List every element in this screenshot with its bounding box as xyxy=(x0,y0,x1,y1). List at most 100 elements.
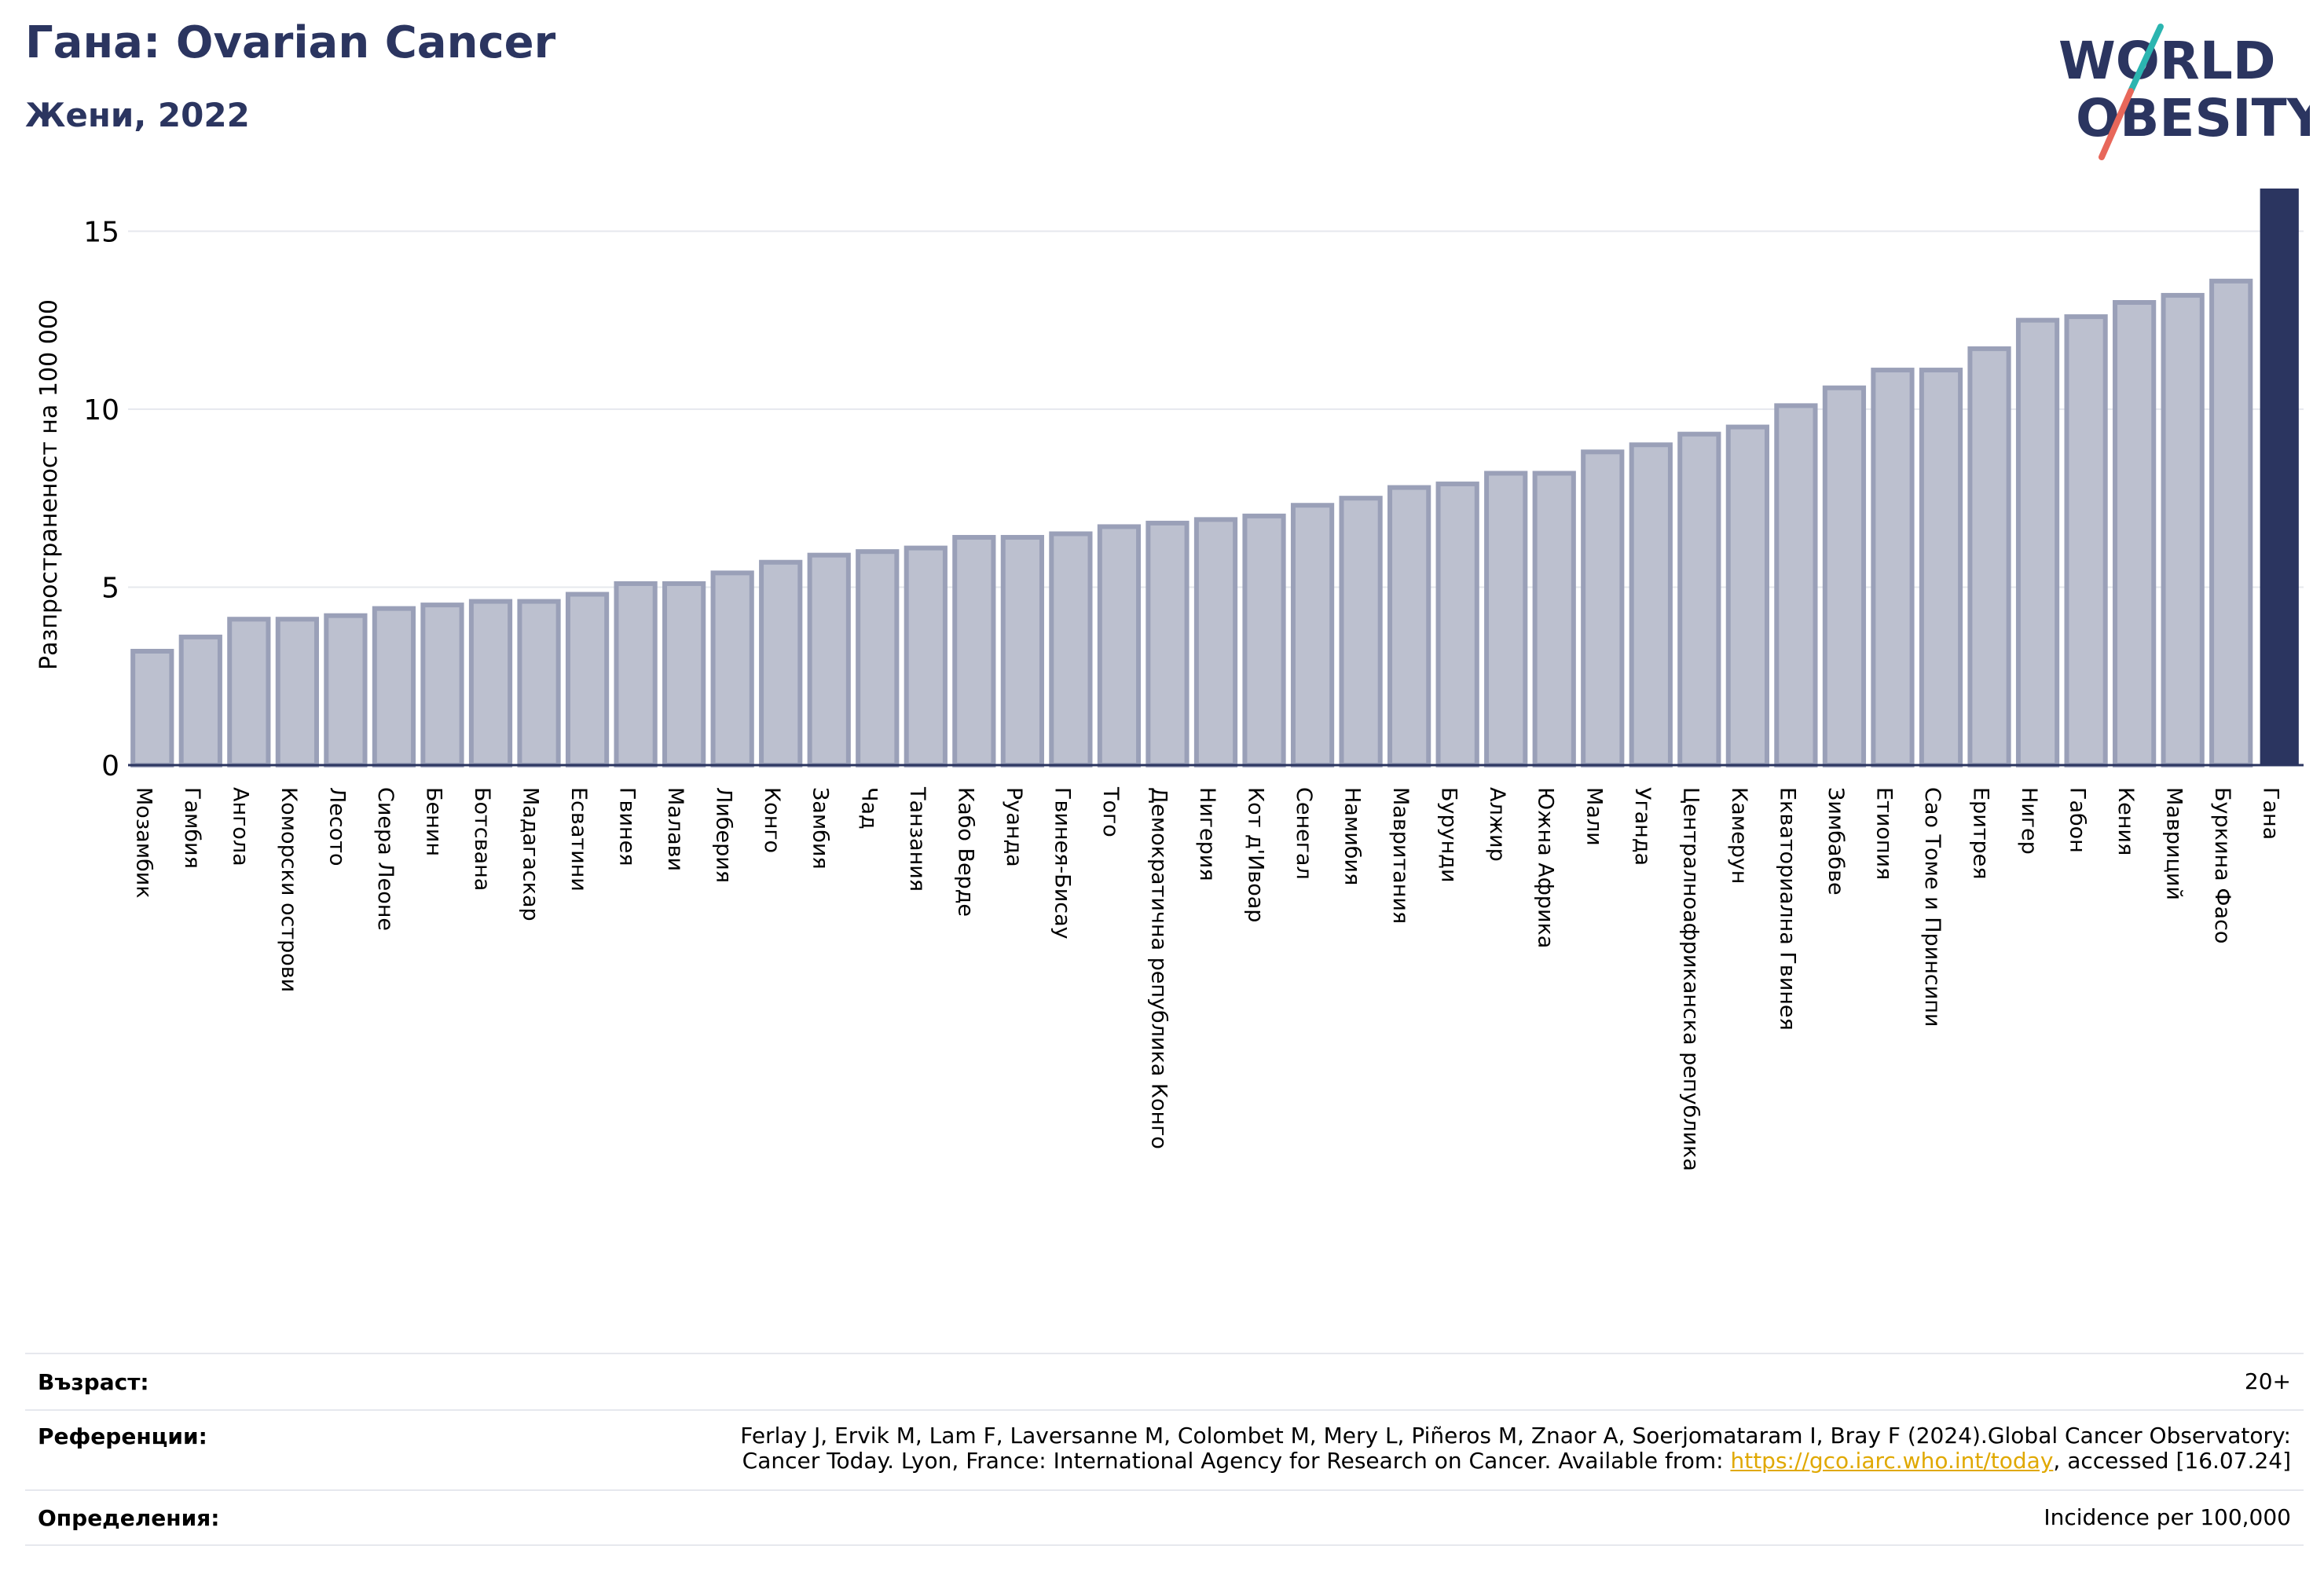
definitions-value: Incidence per 100,000 xyxy=(2044,1504,2291,1530)
bar xyxy=(1339,496,1383,767)
x-tick-label: Демократична република Конго xyxy=(1146,787,1171,1149)
bar xyxy=(1774,403,1818,767)
age-label: Възраст: xyxy=(38,1368,149,1395)
x-tick-label: Сиера Леоне xyxy=(373,787,398,931)
x-tick-label: Камерун xyxy=(1727,787,1751,884)
x-tick-label: Бенин xyxy=(421,787,445,856)
bar xyxy=(1871,368,1915,767)
x-tick-label: Сенегал xyxy=(1292,787,1316,880)
bar xyxy=(275,617,319,767)
x-tick-label: Еритрея xyxy=(1969,787,1993,879)
x-tick-label: Ангола xyxy=(228,787,252,866)
chart-footer: Възраст: 20+ Референции: Ferlay J, Ervik… xyxy=(25,1353,2304,1546)
bar xyxy=(1484,471,1528,767)
references-line2-suffix: , accessed [16.07.24] xyxy=(2053,1448,2291,1474)
chart-title: Гана: Ovarian Cancer xyxy=(25,17,556,68)
bar xyxy=(759,559,803,767)
x-tick-label: Танзания xyxy=(905,786,929,892)
bar xyxy=(1629,442,1673,767)
bar xyxy=(1193,517,1238,767)
definitions-label: Определения: xyxy=(38,1504,220,1531)
x-tick-label: Гамбия xyxy=(180,787,204,869)
bar xyxy=(1581,449,1625,767)
x-tick-label: Буркина Фасо xyxy=(2210,787,2234,943)
bar xyxy=(1049,531,1093,767)
bar xyxy=(227,617,271,767)
bar xyxy=(1242,513,1286,767)
bar xyxy=(420,603,464,767)
x-tick-label: Мозамбик xyxy=(131,787,156,899)
x-tick-label: Либерия xyxy=(712,787,736,883)
references-line2-prefix: Cancer Today. Lyon, France: Internationa… xyxy=(742,1448,1731,1474)
x-tick-label: Того xyxy=(1098,786,1123,837)
logo-slash-teal xyxy=(2128,24,2164,94)
bar xyxy=(952,535,996,768)
x-tick-label: Чад xyxy=(856,787,881,830)
bar xyxy=(1097,524,1142,768)
y-tick-label: 15 xyxy=(83,216,119,248)
y-tick-label: 5 xyxy=(101,572,119,604)
x-tick-label: Алжир xyxy=(1485,787,1509,862)
x-tick-label: Кот д'Ивоар xyxy=(1244,787,1268,922)
x-tick-label: Габон xyxy=(2066,787,2090,853)
world-obesity-logo: WORLD OBESITY xyxy=(2058,24,2310,160)
bar xyxy=(372,606,416,767)
bar xyxy=(710,570,754,767)
x-tick-label: Мавритания xyxy=(1388,787,1413,924)
x-tick-label: Зимбабве xyxy=(1824,787,1848,896)
bar xyxy=(2113,299,2157,767)
x-tick-label: Етиопия xyxy=(1871,787,1896,880)
x-tick-label: Коморски острови xyxy=(277,787,301,992)
y-axis-label: Разпространеност на 100 000 xyxy=(35,299,63,670)
x-tick-label: Кения xyxy=(2113,787,2138,855)
bar xyxy=(1435,482,1479,767)
x-tick-label: Гана xyxy=(2259,787,2283,840)
bar xyxy=(1725,424,1769,767)
bar xyxy=(614,581,658,767)
x-tick-label: Ботсвана xyxy=(470,787,494,891)
bar xyxy=(1919,368,1963,767)
x-tick-label: Екваториална Гвинея xyxy=(1775,787,1799,1031)
bar xyxy=(1387,485,1431,767)
bar xyxy=(1967,346,2011,767)
bar xyxy=(468,599,513,768)
x-tick-label: Мавриций xyxy=(2162,787,2187,900)
logo-line1: WORLD xyxy=(2058,31,2276,91)
x-tick-label: Есватини xyxy=(566,787,591,892)
bar xyxy=(517,599,561,768)
bar xyxy=(856,549,900,767)
bar xyxy=(2161,292,2205,768)
x-tick-label: Конго xyxy=(760,787,784,853)
x-tick-label: Кабо Верде xyxy=(953,787,977,917)
x-tick-label: Бурунди xyxy=(1437,787,1461,883)
x-tick-label: Южна Африка xyxy=(1534,787,1558,948)
bar xyxy=(1000,535,1044,768)
x-tick-label: Гвинея-Бисау xyxy=(1050,787,1074,940)
x-tick-label: Мадагаскар xyxy=(519,787,543,921)
bar xyxy=(1532,471,1576,767)
references-value: Ferlay J, Ervik M, Lam F, Laversanne M, … xyxy=(740,1423,2304,1474)
bar-chart: 0 5 10 15 Разпространеност на 100 000 Мозамби… xyxy=(35,189,2304,1171)
bar xyxy=(807,552,851,767)
x-tick-label: Намибия xyxy=(1340,787,1365,885)
references-link[interactable]: https://gco.iarc.who.int/today xyxy=(1730,1448,2054,1474)
bar xyxy=(178,634,222,768)
x-tick-label: Уганда xyxy=(1630,787,1655,866)
footer-age-row: Възраст: 20+ xyxy=(25,1353,2304,1409)
bar xyxy=(565,592,610,767)
bar xyxy=(662,581,706,767)
references-label: Референции: xyxy=(38,1423,207,1449)
footer-definitions-row: Определения: Incidence per 100,000 xyxy=(25,1489,2304,1546)
x-tick-label: Гвинея xyxy=(615,787,640,866)
bar-highlight xyxy=(2260,189,2299,765)
x-tick-label: Централноафриканска република xyxy=(1678,787,1703,1171)
x-tick-label: Сао Томе и Принсипи xyxy=(1920,787,1945,1027)
y-tick-label: 10 xyxy=(83,394,119,427)
bar xyxy=(2015,317,2060,767)
bar xyxy=(324,613,368,767)
x-tick-label: Замбия xyxy=(808,787,833,870)
bar xyxy=(1822,385,1867,767)
bar xyxy=(2209,278,2253,767)
x-tick-label: Руанда xyxy=(1002,787,1026,867)
footer-references-row: Референции: Ferlay J, Ervik M, Lam F, La… xyxy=(25,1409,2304,1489)
